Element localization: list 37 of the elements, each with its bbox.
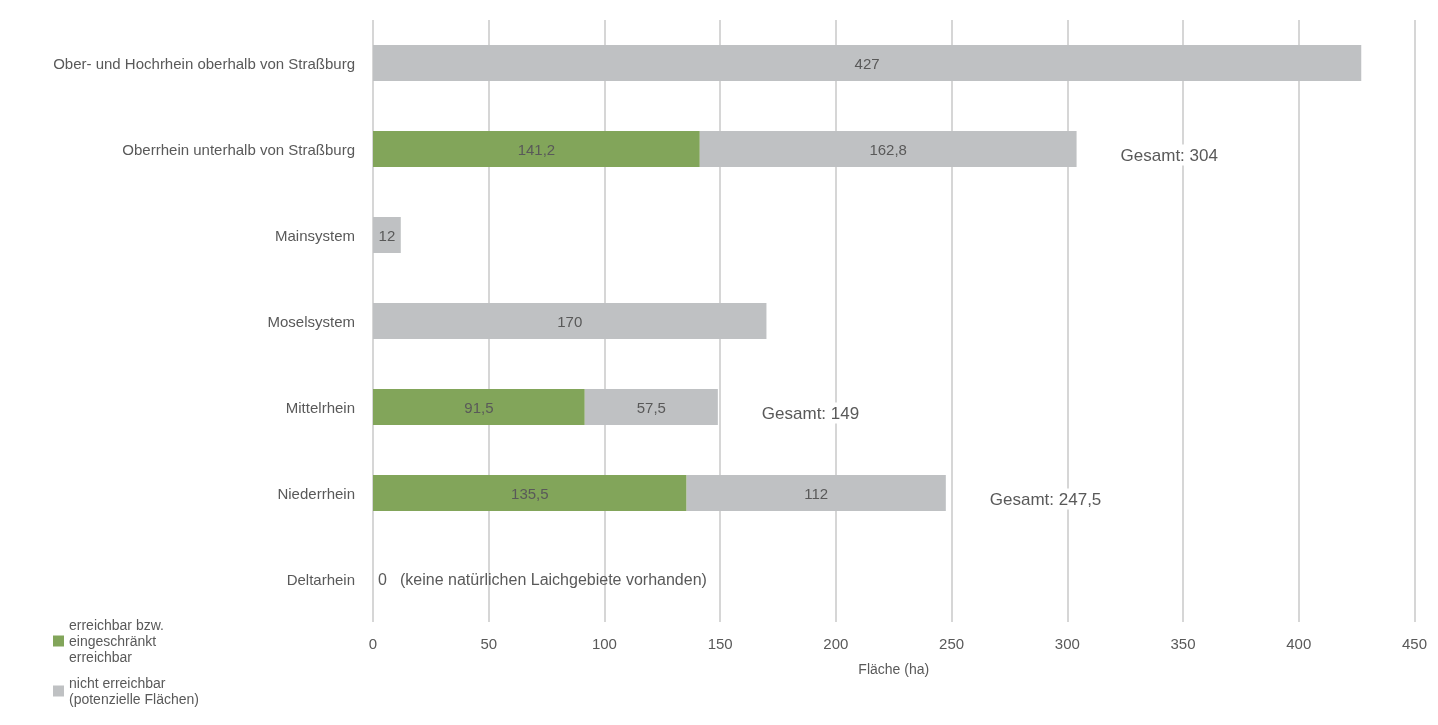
data-label: 162,8	[869, 140, 907, 158]
x-tick-label: 50	[480, 635, 498, 652]
data-label: 427	[854, 54, 880, 72]
x-tick-label: 400	[1286, 635, 1312, 652]
y-tick-label: Mittelrhein	[285, 398, 355, 416]
x-tick-label: 200	[823, 635, 849, 652]
y-tick-label: Ober- und Hochrhein oberhalb von Straßburg	[53, 54, 355, 72]
legend-label: nicht erreichbar (potenzielle Flächen)	[69, 675, 199, 707]
data-label: 112	[804, 484, 829, 502]
data-label: 135,5	[511, 484, 549, 502]
x-axis-title: Fläche (ha)	[858, 661, 930, 677]
total-label: Gesamt: 304	[1120, 145, 1218, 165]
annotation: (keine natürlichen Laichgebiete vorhanden)	[400, 570, 707, 588]
bar	[373, 389, 585, 425]
data-label: 57,5	[636, 398, 666, 416]
x-tick-label: 250	[939, 635, 965, 652]
x-tick-label: 350	[1170, 635, 1196, 652]
x-tick-label: 0	[368, 635, 378, 652]
data-label: 0	[378, 570, 387, 588]
data-label: 170	[557, 312, 583, 330]
y-tick-label: Mainsystem	[274, 226, 355, 244]
data-label: 141,2	[517, 140, 556, 158]
y-tick-label: Oberrhein unterhalb von Straßburg	[122, 140, 355, 158]
y-tick-label: Deltarhein	[286, 570, 355, 588]
y-tick-label: Niederrhein	[277, 484, 355, 502]
x-tick-label: 450	[1401, 635, 1427, 652]
legend-label: erreichbar bzw. eingeschränkt erreichbar	[69, 617, 168, 665]
total-label: Gesamt: 247,5	[989, 489, 1102, 509]
data-label: 91,5	[464, 398, 494, 416]
total-label: Gesamt: 149	[761, 403, 860, 423]
data-label: 12	[378, 226, 396, 244]
x-tick-label: 150	[707, 635, 733, 652]
bar	[373, 131, 700, 167]
x-tick-label: 100	[591, 635, 617, 652]
y-tick-label: Moselsystem	[267, 312, 355, 330]
bar	[373, 475, 687, 511]
x-tick-label: 300	[1054, 635, 1080, 652]
